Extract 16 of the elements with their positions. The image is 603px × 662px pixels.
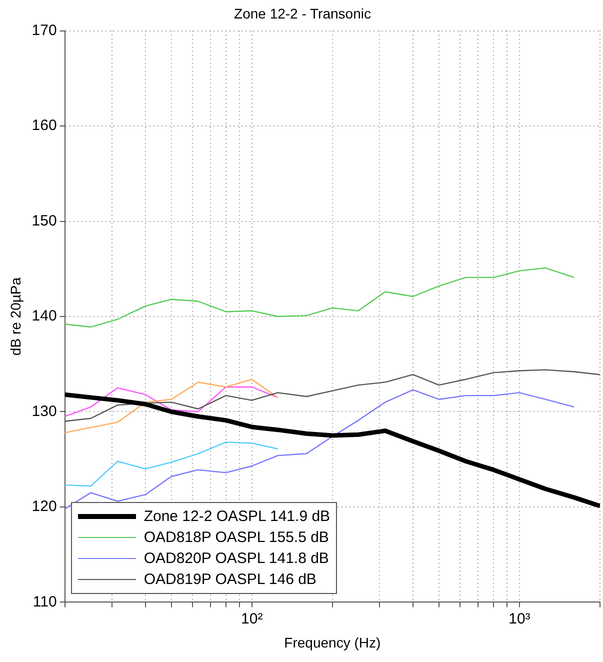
y-tick-label: 120 [32,498,57,516]
legend-label: OAD820P OASPL 141.8 dB [144,549,329,570]
x-axis-title: Frequency (Hz) [284,634,381,650]
y-tick-label: 160 [32,117,57,134]
x-tick-label: 10³ [508,610,530,628]
y-tick-label: 150 [32,212,57,230]
legend-label: OAD818P OASPL 155.5 dB [144,528,329,548]
y-tick-label: 170 [32,22,57,39]
legend-label: Zone 12-2 OASPL 141.9 dB [144,507,330,528]
y-axis-title: dB re 20µPa [7,277,24,356]
legend-label: OAD819P OASPL 146 dB [144,570,316,590]
x-tick-label: 10² [241,610,263,628]
y-tick-label: 130 [32,402,57,420]
y-tick-label: 110 [32,593,57,610]
y-tick-label: 140 [32,308,57,325]
chart-title: Zone 12-2 - Transonic [234,5,371,22]
